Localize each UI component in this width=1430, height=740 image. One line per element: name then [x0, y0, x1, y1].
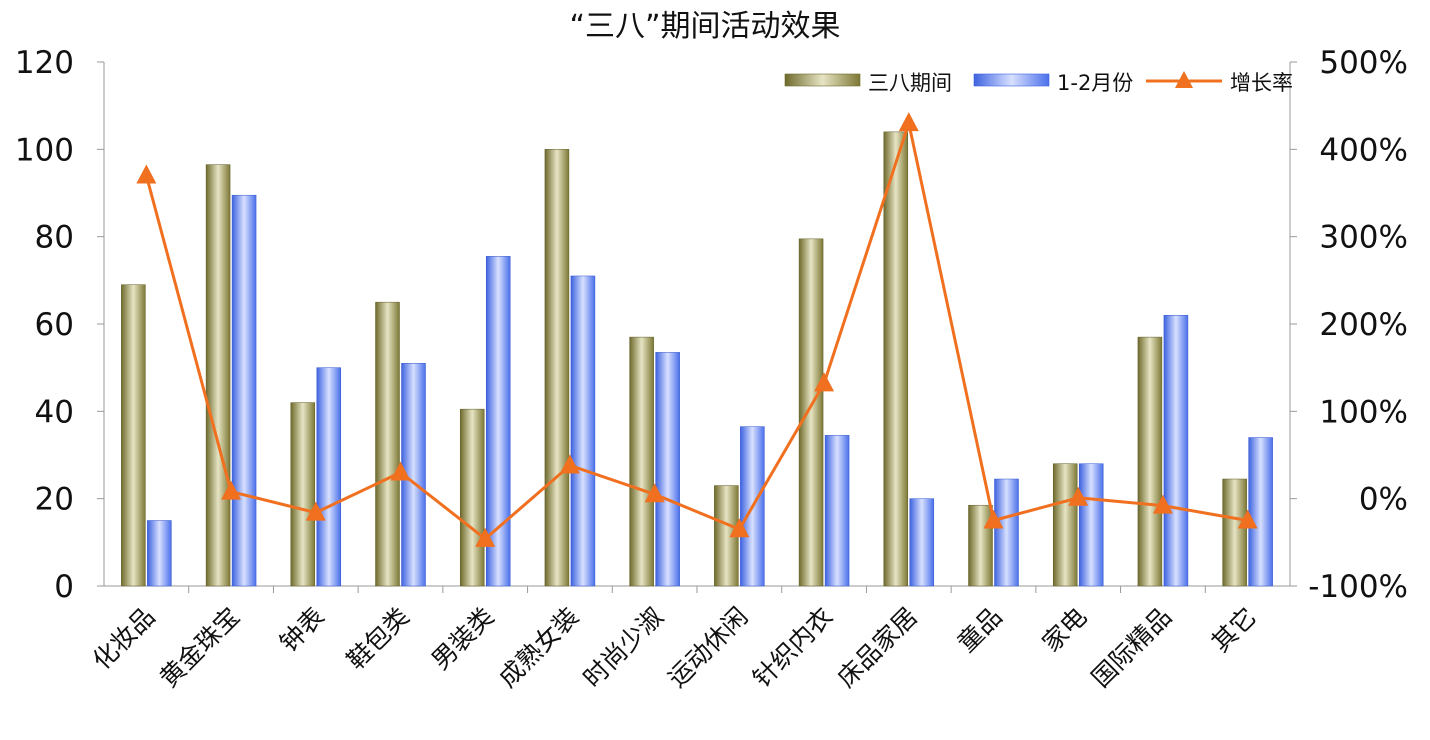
category-label: 钟表	[274, 602, 330, 658]
chart-title: “三八”期间活动效果	[569, 9, 840, 44]
right-tick-label: 400%	[1319, 132, 1408, 168]
bar-sanba	[629, 336, 654, 587]
legend-label-sanba: 三八期间	[868, 71, 952, 95]
growth-marker	[898, 112, 919, 132]
left-tick-label: 120	[15, 45, 74, 81]
growth-marker	[983, 509, 1004, 529]
right-axis-ticks: -100% 0% 100% 200% 300% 400% 500%	[1308, 45, 1408, 605]
bar-sanba	[290, 402, 316, 587]
bar-sanba	[1137, 336, 1163, 587]
growth-line-path	[144, 121, 1248, 541]
growth-marker	[305, 501, 326, 521]
bar-sanba	[968, 504, 993, 587]
bar-sanba	[544, 149, 570, 587]
category-label: 国际精品	[1086, 602, 1177, 693]
right-tick-label: -100%	[1308, 569, 1408, 605]
growth-marker	[390, 461, 411, 481]
category-label: 黄金珠宝	[154, 602, 245, 693]
bar-jan-feb	[1163, 315, 1189, 587]
left-tick-label: 40	[35, 394, 74, 430]
bar-jan-feb	[1248, 437, 1273, 587]
right-tick-label: 300%	[1319, 220, 1408, 256]
bar-sanba	[1222, 478, 1247, 587]
bar-sanba	[459, 408, 485, 587]
bar-jan-feb	[485, 256, 511, 587]
category-label: 男装类	[426, 602, 500, 676]
category-label: 运动休闲	[662, 602, 753, 693]
bar-jan-feb	[570, 275, 596, 587]
bar-sanba	[1052, 463, 1078, 587]
bar-sanba	[375, 301, 400, 587]
category-label: 其它	[1206, 602, 1262, 658]
bar-sanba	[121, 284, 146, 587]
growth-marker	[1068, 486, 1089, 506]
growth-marker	[136, 164, 157, 184]
bar-jan-feb	[316, 367, 342, 587]
legend-marker-growth	[1175, 71, 1193, 88]
right-tick-label: 500%	[1319, 45, 1408, 81]
growth-marker	[475, 527, 496, 547]
category-label: 鞋包类	[341, 602, 415, 676]
category-label: 针织内衣	[747, 602, 838, 693]
right-tick-label: 0%	[1359, 482, 1408, 518]
bar-sanba	[205, 164, 231, 587]
left-tick-label: 20	[35, 482, 74, 518]
left-tick-label: 60	[35, 307, 74, 343]
legend: 三八期间 1-2月份 增长率	[784, 71, 1293, 95]
legend-label-jan-feb: 1-2月份	[1057, 71, 1133, 95]
bar-jan-feb	[1078, 463, 1104, 587]
growth-marker	[814, 372, 835, 392]
growth-line	[136, 112, 1258, 547]
category-label: 时尚少淑	[578, 602, 669, 693]
bar-jan-feb	[909, 498, 935, 587]
bar-sanba	[798, 238, 824, 587]
category-label: 床品家居	[832, 602, 923, 693]
left-tick-label: 0	[54, 569, 74, 605]
growth-marker	[644, 483, 665, 503]
category-label: 童品	[952, 602, 1008, 658]
left-tick-label: 100	[15, 132, 74, 168]
category-label: 成熟女装	[493, 602, 584, 693]
right-tick-label: 200%	[1319, 307, 1408, 343]
legend-swatch-jan-feb	[973, 73, 1050, 87]
bar-sanba	[883, 131, 909, 587]
bars	[121, 131, 1273, 587]
growth-marker	[1237, 509, 1258, 529]
category-label: 家电	[1037, 602, 1093, 658]
growth-marker	[559, 454, 580, 474]
bar-jan-feb	[655, 352, 680, 587]
growth-marker	[221, 480, 242, 500]
growth-marker	[729, 518, 750, 538]
category-label: 化妆品	[87, 602, 161, 676]
legend-label-growth: 增长率	[1230, 71, 1293, 95]
left-axis-ticks: 0 20 40 60 80 100 120	[15, 45, 74, 605]
legend-swatch-sanba	[784, 73, 861, 87]
right-tick-label: 100%	[1319, 394, 1408, 430]
bar-jan-feb	[994, 478, 1019, 587]
bar-jan-feb	[147, 520, 172, 587]
bar-jan-feb	[824, 435, 850, 587]
left-tick-label: 80	[35, 220, 74, 256]
bar-jan-feb	[231, 194, 257, 587]
growth-marker	[1152, 494, 1173, 514]
